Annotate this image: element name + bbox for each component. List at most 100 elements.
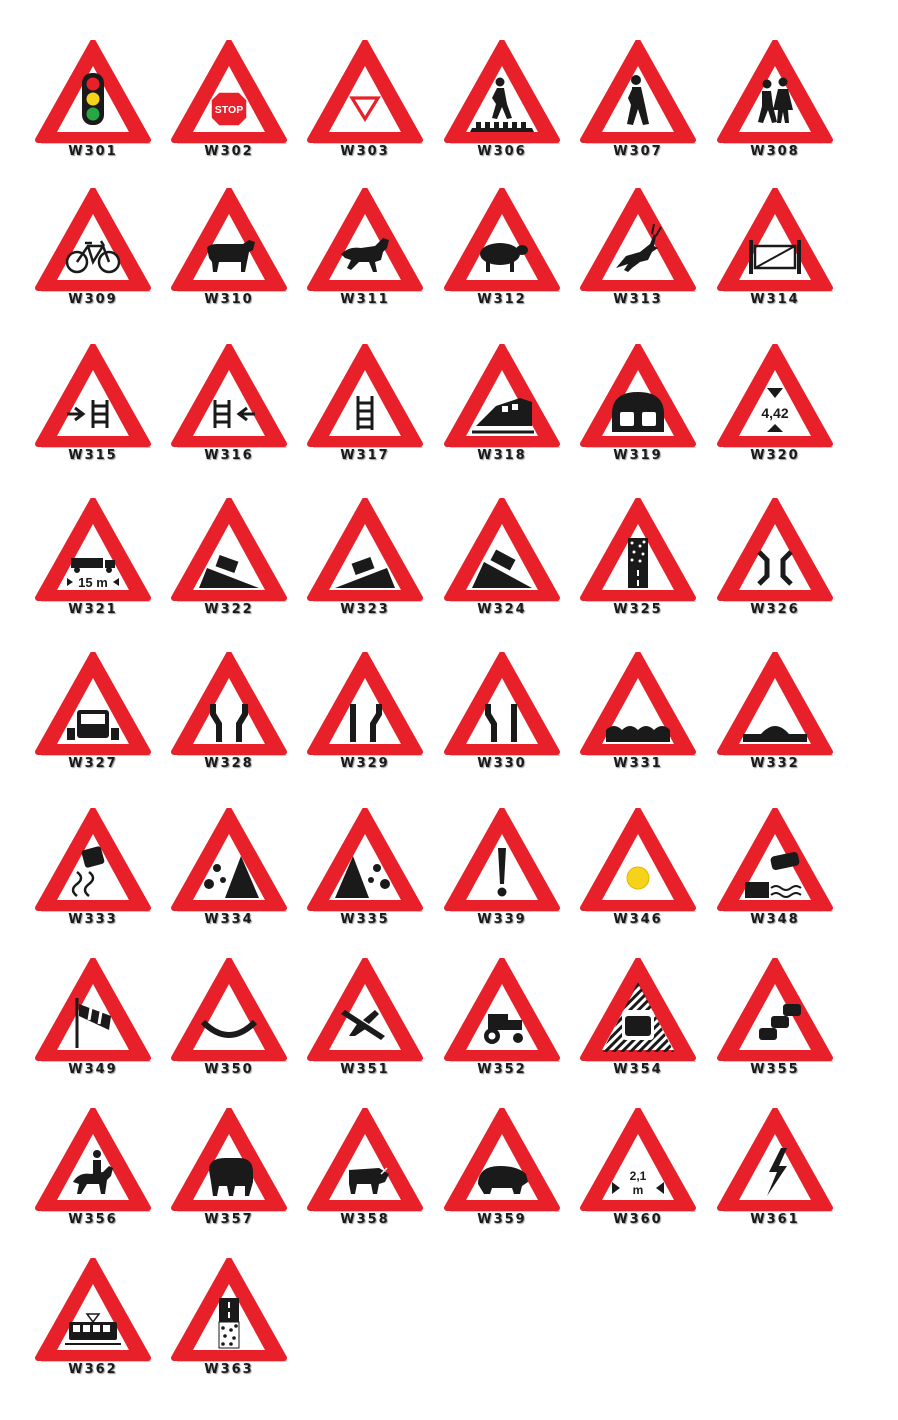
warning-sign: W315 — [33, 344, 153, 479]
traffic-light-icon — [82, 73, 104, 125]
sign-triangle — [717, 188, 833, 292]
sign-triangle — [444, 498, 560, 602]
sign-code: W326 — [750, 602, 800, 617]
narrow-road-truck-icon — [67, 710, 119, 740]
pedestrian-crossing-icon — [470, 77, 534, 132]
warning-sign: W318 — [442, 344, 562, 479]
warning-sign: 15 m W321 — [33, 498, 153, 633]
sign-triangle — [444, 808, 560, 912]
height-text: 4,42 — [761, 405, 788, 421]
sign-triangle — [717, 498, 833, 602]
warning-sign: W349 — [33, 958, 153, 1093]
sign-code: W312 — [477, 292, 527, 307]
sign-triangle — [307, 652, 423, 756]
sign-code: W303 — [340, 144, 390, 159]
hazard-car-icon — [602, 982, 674, 1052]
sign-code: W307 — [613, 144, 663, 159]
warning-sign: W308 — [715, 40, 835, 175]
sign-triangle — [307, 40, 423, 144]
sign-triangle — [580, 652, 696, 756]
warning-sign: W352 — [442, 958, 562, 1093]
pedestrian-icon — [627, 75, 649, 125]
sign-code: W316 — [204, 448, 254, 463]
electricity-icon — [767, 1148, 787, 1196]
warning-sign: W330 — [442, 652, 562, 787]
children-icon — [758, 77, 793, 123]
sign-code: W333 — [68, 912, 118, 927]
warning-sign: W307 — [578, 40, 698, 175]
sign-triangle — [717, 1108, 833, 1212]
sign-code: W317 — [340, 448, 390, 463]
steep-ascent-icon — [335, 556, 395, 588]
sign-code: W354 — [613, 1062, 663, 1077]
sign-code: W352 — [477, 1062, 527, 1077]
warning-sign: W361 — [715, 1108, 835, 1243]
warning-sign: W317 — [305, 344, 425, 479]
sign-code: W358 — [340, 1212, 390, 1227]
length-text: 15 m — [78, 575, 108, 590]
warning-sign: W326 — [715, 498, 835, 633]
warning-sign: W324 — [442, 498, 562, 633]
warning-sign: W310 — [169, 188, 289, 323]
sign-code: W346 — [613, 912, 663, 927]
sign-triangle — [444, 344, 560, 448]
sign-triangle — [171, 1258, 287, 1362]
warning-sign: W355 — [715, 958, 835, 1093]
sign-triangle — [35, 652, 151, 756]
sign-triangle — [171, 808, 287, 912]
width-unit-text: m — [633, 1183, 644, 1197]
warning-sign: W348 — [715, 808, 835, 943]
sign-code: W324 — [477, 602, 527, 617]
sign-triangle — [35, 188, 151, 292]
yellow-dot-icon — [626, 866, 650, 890]
warning-sign: W313 — [578, 188, 698, 323]
sign-code: W319 — [613, 448, 663, 463]
sign-triangle — [580, 344, 696, 448]
sign-triangle — [171, 498, 287, 602]
sign-code: W313 — [613, 292, 663, 307]
sign-triangle — [35, 808, 151, 912]
warning-sign: W314 — [715, 188, 835, 323]
sign-triangle — [307, 188, 423, 292]
tractor-icon — [484, 1014, 523, 1044]
warning-sign: STOP W302 — [169, 40, 289, 175]
horse-rider-icon — [73, 1150, 113, 1194]
warning-sign: W329 — [305, 652, 425, 787]
sign-triangle — [444, 188, 560, 292]
sign-code: W325 — [613, 602, 663, 617]
warning-sign: 2,1 m W360 — [578, 1108, 698, 1243]
sign-triangle — [35, 1258, 151, 1362]
height-limit-icon: 4,42 — [761, 388, 789, 432]
sign-code: W308 — [750, 144, 800, 159]
gate-icon — [749, 240, 801, 274]
sign-code: W330 — [477, 756, 527, 771]
steep-descent-icon — [199, 554, 259, 588]
warning-sign: W356 — [33, 1108, 153, 1243]
warning-sign: W309 — [33, 188, 153, 323]
warning-sign: 4,42 W320 — [715, 344, 835, 479]
warning-sign: W327 — [33, 652, 153, 787]
sign-triangle — [444, 958, 560, 1062]
sign-triangle — [444, 40, 560, 144]
width-limit-icon: 2,1 m — [612, 1169, 664, 1197]
sign-code: W306 — [477, 144, 527, 159]
sign-triangle — [717, 40, 833, 144]
warning-sign: W331 — [578, 652, 698, 787]
sign-triangle — [580, 40, 696, 144]
sign-code: W351 — [340, 1062, 390, 1077]
sign-code: W301 — [68, 144, 118, 159]
sign-code: W349 — [68, 1062, 118, 1077]
sign-triangle — [307, 808, 423, 912]
cow-icon — [207, 240, 255, 272]
warning-sign: W334 — [169, 808, 289, 943]
warning-sign: W312 — [442, 188, 562, 323]
sign-code: W357 — [204, 1212, 254, 1227]
warthog-icon — [349, 1167, 389, 1194]
sign-triangle — [171, 958, 287, 1062]
sign-code: W363 — [204, 1362, 254, 1377]
sign-triangle — [580, 808, 696, 912]
bicycle-icon — [65, 240, 121, 274]
narrow-bridge-icon — [757, 550, 793, 586]
sign-triangle: 15 m — [35, 498, 151, 602]
sign-code: W320 — [750, 448, 800, 463]
